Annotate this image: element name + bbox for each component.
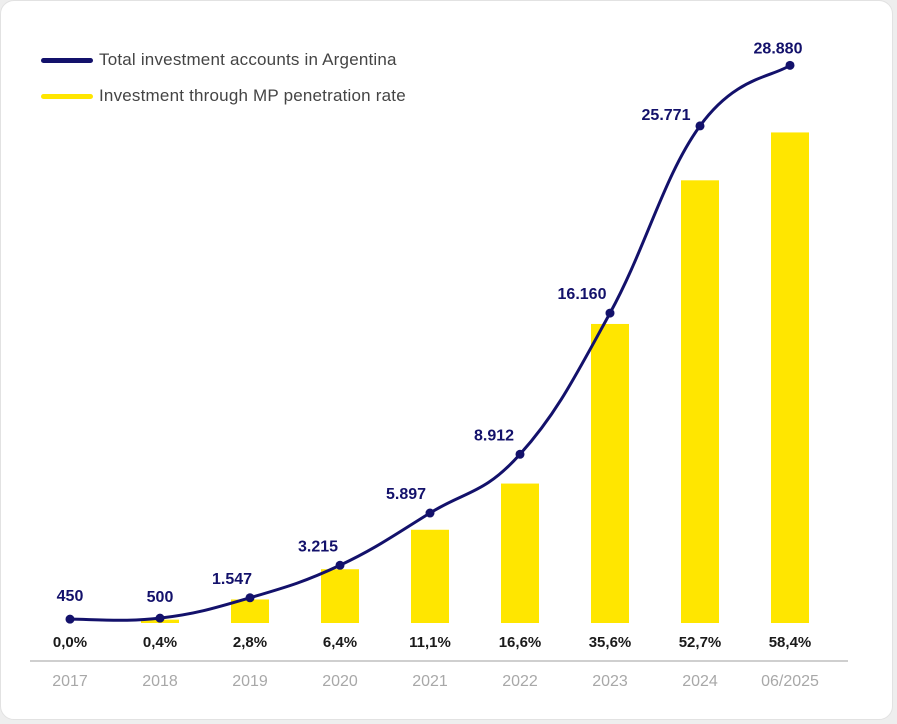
bar-06-2025	[771, 132, 809, 623]
x-tick-label-2018: 2018	[142, 673, 178, 690]
x-tick-label-2019: 2019	[232, 673, 268, 690]
bar-2024	[681, 180, 719, 623]
bar-2020	[321, 569, 359, 623]
line-point-2024	[695, 121, 705, 131]
line-value-label-2024: 25.771	[642, 107, 691, 124]
bar-pct-label-2023: 35,6%	[589, 634, 632, 651]
bar-pct-label-2017: 0,0%	[53, 634, 87, 651]
legend-item-line: Total investment accounts in Argentina	[41, 49, 397, 71]
line-value-label-2021: 5.897	[386, 486, 426, 503]
x-tick-label-06-2025: 06/2025	[761, 673, 819, 690]
bar-2022	[501, 483, 539, 623]
legend-item-bar: Investment through MP penetration rate	[41, 85, 406, 107]
line-point-06-2025	[785, 60, 795, 70]
x-tick-label-2021: 2021	[412, 673, 448, 690]
x-tick-label-2020: 2020	[322, 673, 358, 690]
line-value-label-06-2025: 28.880	[754, 40, 803, 57]
line-value-label-2017: 450	[57, 588, 84, 605]
line-point-2022	[515, 449, 525, 459]
line-value-label-2019: 1.547	[212, 571, 252, 588]
bar-pct-label-2019: 2,8%	[233, 634, 267, 651]
line-value-label-2018: 500	[147, 589, 174, 606]
line-point-2021	[425, 508, 435, 518]
line-value-label-2022: 8.912	[474, 427, 514, 444]
legend-label-bar: Investment through MP penetration rate	[99, 86, 406, 105]
line-point-2017	[65, 614, 75, 624]
bar-pct-label-2018: 0,4%	[143, 634, 177, 651]
line-value-label-2023: 16.160	[558, 286, 607, 303]
line-point-2020	[335, 560, 345, 570]
bar-pct-label-2022: 16,6%	[499, 634, 542, 651]
bar-pct-label-06-2025: 58,4%	[769, 634, 812, 651]
x-tick-label-2017: 2017	[52, 673, 88, 690]
bar-pct-label-2020: 6,4%	[323, 634, 357, 651]
legend-swatch-line	[41, 57, 93, 63]
line-value-label-2020: 3.215	[298, 538, 338, 555]
x-tick-label-2022: 2022	[502, 673, 538, 690]
line-series-accounts	[69, 64, 791, 622]
bar-pct-label-2021: 11,1%	[409, 634, 451, 651]
legend-label-line: Total investment accounts in Argentina	[99, 50, 397, 69]
x-tick-label-2024: 2024	[682, 673, 718, 690]
line-point-2018	[155, 613, 165, 623]
bar-2019	[231, 599, 269, 623]
line-point-2019	[245, 593, 255, 603]
bar-2021	[411, 529, 449, 623]
bar-2023	[591, 323, 629, 623]
line-point-2023	[605, 308, 615, 318]
legend-swatch-bar	[41, 93, 93, 99]
x-tick-label-2023: 2023	[592, 673, 628, 690]
bar-pct-label-2024: 52,7%	[679, 634, 722, 651]
